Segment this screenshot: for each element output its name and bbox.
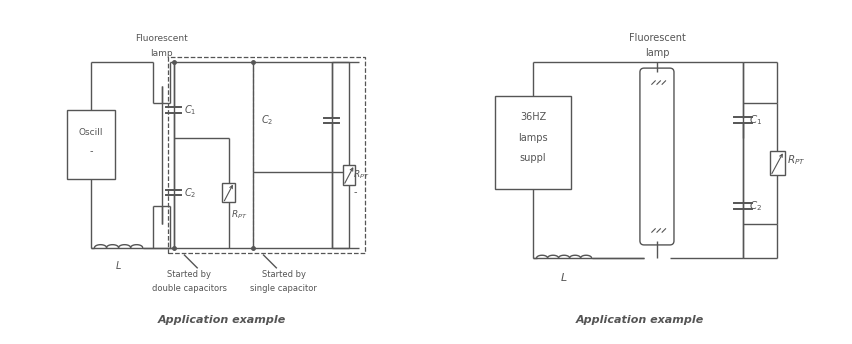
Text: lamps: lamps [518,132,547,143]
Bar [168,57,364,253]
Text: lamp: lamp [150,50,173,58]
Bar [222,183,234,202]
Text: $R_{PT}$: $R_{PT}$ [231,208,247,221]
Text: Fluorescent: Fluorescent [628,33,685,43]
Text: suppl: suppl [519,153,546,163]
FancyBboxPatch shape [639,68,673,245]
Bar [495,96,570,189]
Text: L: L [561,273,567,283]
Text: $R_{PT}$: $R_{PT}$ [786,153,804,167]
Text: double capacitors: double capacitors [152,284,227,293]
Text: -: - [89,146,93,157]
Text: Oscill: Oscill [78,128,103,137]
Bar [343,165,354,185]
Text: lamp: lamp [644,49,669,58]
Text: -: - [353,187,356,197]
Text: Fluorescent: Fluorescent [135,34,187,43]
Text: $C_2$: $C_2$ [184,186,196,200]
Bar [67,110,115,179]
Text: Application example: Application example [158,315,285,325]
Text: $R_{PT}$: $R_{PT}$ [353,169,369,181]
Text: 36HZ: 36HZ [520,112,545,122]
Bar [769,151,784,175]
Text: $C_2$: $C_2$ [748,200,762,213]
Text: $C_1$: $C_1$ [184,103,196,117]
Text: L: L [116,261,121,271]
Text: Started by: Started by [262,270,305,279]
Text: Started by: Started by [167,270,210,279]
Text: Application example: Application example [575,315,703,325]
Text: $C_2$: $C_2$ [261,114,273,127]
Text: $C_1$: $C_1$ [748,114,762,127]
Text: single capacitor: single capacitor [250,284,317,293]
